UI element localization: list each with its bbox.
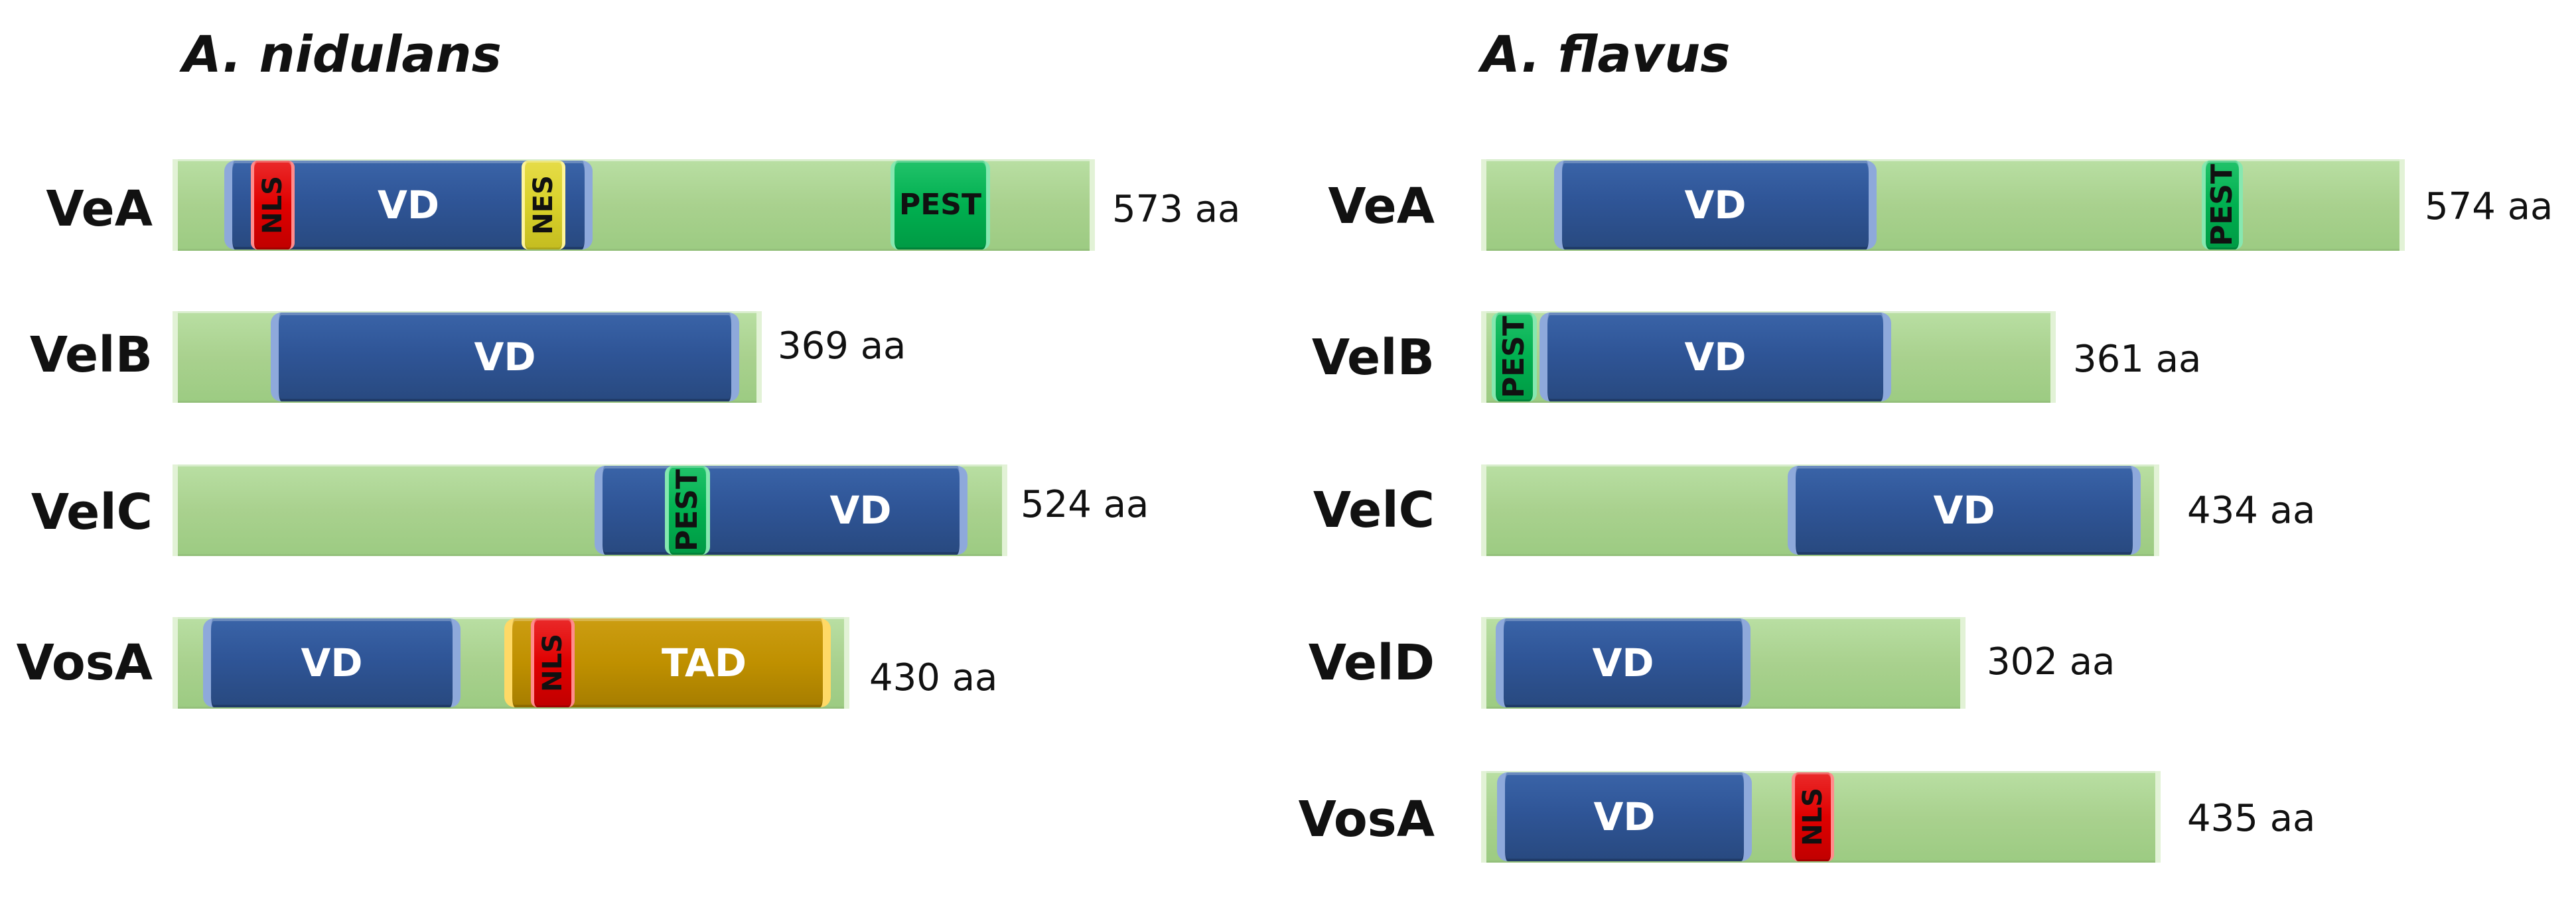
- length-label-veld-flavus: 302 aa: [1987, 640, 2115, 683]
- protein-name-vea-flavus: VeA: [1328, 178, 1435, 235]
- length-label-velc-nidulans: 524 aa: [1021, 483, 1149, 526]
- domain-pest-vea-nidulans: PEST: [891, 161, 990, 249]
- protein-name-velb-nidulans: VelB: [29, 326, 153, 384]
- length-label-vosa-flavus: 435 aa: [2187, 797, 2316, 840]
- domain-nls-vosa-flavus: NLS: [1792, 772, 1834, 861]
- protein-name-vosa-nidulans: VosA: [16, 634, 153, 691]
- domain-nes-vea-nidulans: NES: [522, 161, 565, 249]
- length-label-velc-flavus: 434 aa: [2187, 489, 2316, 532]
- domain-vd-vosa-flavus: VD: [1497, 772, 1752, 861]
- domain-vd-vosa-nidulans: VD: [203, 618, 461, 707]
- domain-vd-velb-nidulans: VD: [271, 313, 739, 401]
- protein-name-vosa-flavus: VosA: [1298, 791, 1435, 848]
- length-label-velb-flavus: 361 aa: [2073, 338, 2202, 381]
- length-label-vea-flavus: 574 aa: [2425, 185, 2553, 228]
- protein-name-velb-flavus: VelB: [1311, 329, 1435, 386]
- domain-vd-veld-flavus: VD: [1496, 618, 1751, 707]
- protein-name-velc-nidulans: VelC: [31, 484, 153, 541]
- domain-nls-vosa-nidulans: NLS: [531, 618, 575, 707]
- domain-vd-velc-flavus: VD: [1788, 466, 2141, 555]
- panel-title-a-nidulans: A. nidulans: [182, 25, 502, 84]
- domain-vd-velb-flavus: VD: [1539, 313, 1891, 401]
- protein-name-vea-nidulans: VeA: [46, 180, 153, 238]
- domain-nls-vea-nidulans: NLS: [251, 161, 295, 249]
- domain-pest-velc-nidulans: PEST: [665, 466, 710, 555]
- length-label-velb-nidulans: 369 aa: [778, 324, 906, 368]
- domain-pest-vea-flavus: PEST: [2202, 161, 2243, 249]
- protein-name-velc-flavus: VelC: [1313, 482, 1435, 539]
- length-label-vosa-nidulans: 430 aa: [869, 656, 998, 699]
- protein-name-veld-flavus: VelD: [1308, 634, 1435, 691]
- domain-vd-velc-nidulans: VD: [595, 466, 967, 555]
- panel-title-a-flavus: A. flavus: [1481, 25, 1731, 84]
- length-label-vea-nidulans: 573 aa: [1112, 188, 1241, 231]
- domain-pest-velb-flavus: PEST: [1492, 313, 1537, 401]
- domain-vd-vea-flavus: VD: [1554, 161, 1877, 249]
